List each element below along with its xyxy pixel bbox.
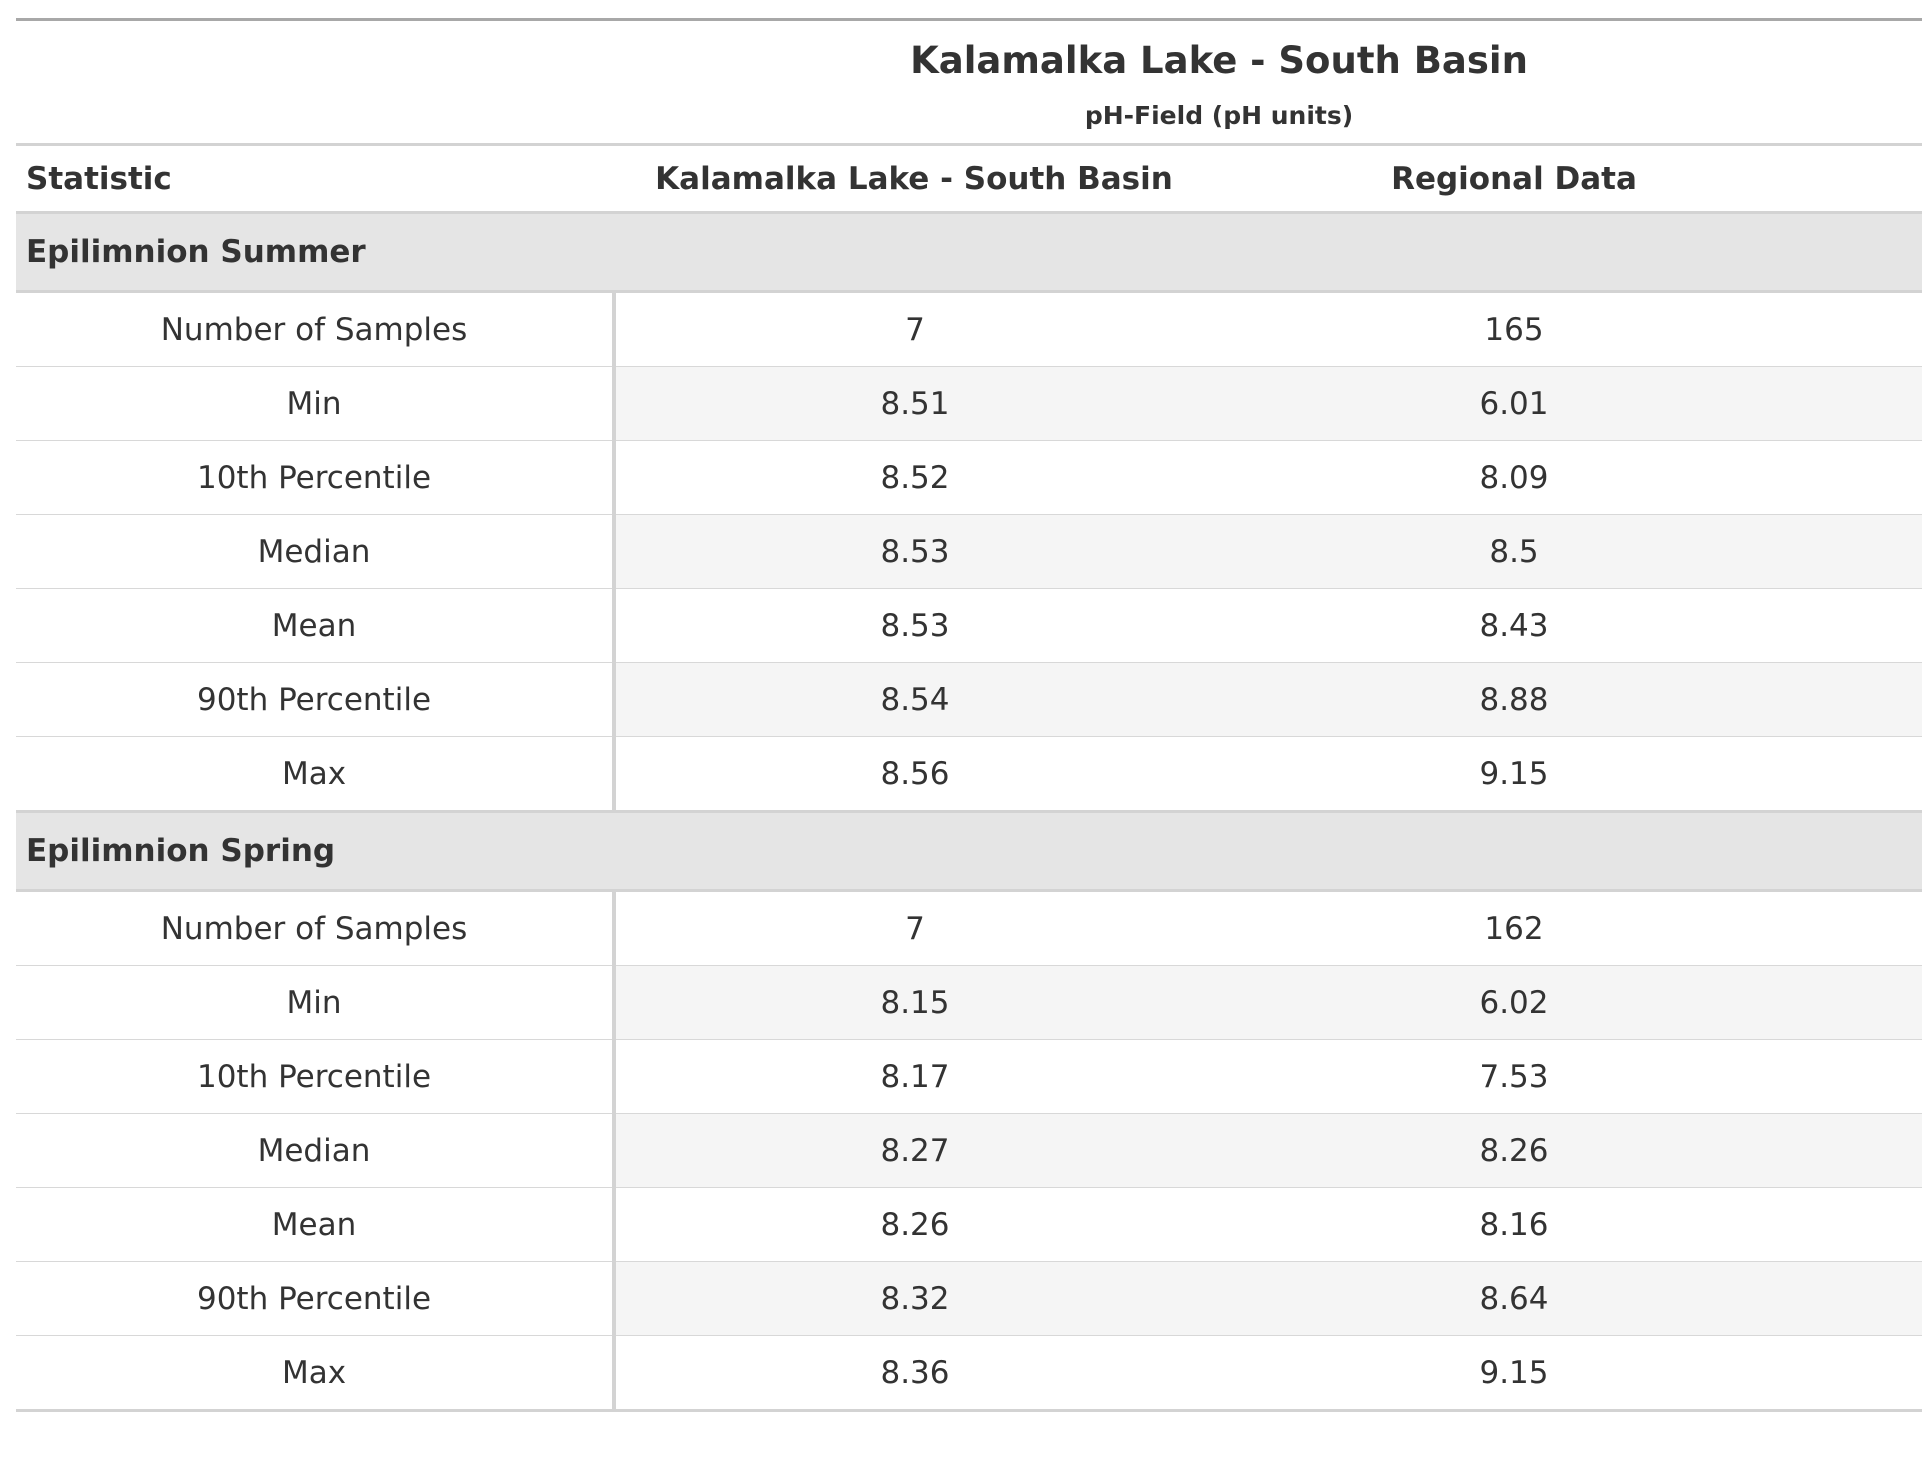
site-value-cell: 8.32 xyxy=(614,1261,1214,1336)
site-value-cell: 8.27 xyxy=(614,1113,1214,1188)
regional-value-cell: 162 xyxy=(1214,890,1814,966)
statistic-cell: Min xyxy=(16,366,616,441)
site-value-cell: 8.53 xyxy=(614,588,1214,663)
regional-value-cell: 8.09 xyxy=(1214,440,1814,515)
row-spacer xyxy=(1814,514,1922,589)
regional-value-cell: 6.02 xyxy=(1214,965,1814,1040)
group-label: Epilimnion Spring xyxy=(16,810,1922,892)
row-spacer xyxy=(1814,890,1922,966)
group-row: Epilimnion Spring xyxy=(16,810,1922,892)
row-spacer xyxy=(1814,1187,1922,1262)
regional-value-cell: 8.43 xyxy=(1214,588,1814,663)
table-row: Number of Samples 7 165 xyxy=(16,291,1922,367)
regional-value-cell: 8.88 xyxy=(1214,662,1814,737)
site-value-cell: 7 xyxy=(614,291,1214,367)
statistics-table: Kalamalka Lake - South Basin pH-Field (p… xyxy=(16,18,1922,1412)
table-title-row: Kalamalka Lake - South Basin pH-Field (p… xyxy=(16,18,1922,145)
site-value-cell: 8.53 xyxy=(614,514,1214,589)
row-spacer xyxy=(1814,291,1922,367)
row-spacer xyxy=(1814,1335,1922,1412)
column-header-site: Kalamalka Lake - South Basin xyxy=(614,143,1214,214)
table-row: Min 8.51 6.01 xyxy=(16,366,1922,441)
table-row: Max 8.56 9.15 xyxy=(16,736,1922,813)
regional-value-cell: 9.15 xyxy=(1214,1335,1814,1412)
table-row: Median 8.27 8.26 xyxy=(16,1113,1922,1188)
row-spacer xyxy=(1814,588,1922,663)
statistic-cell: Mean xyxy=(16,588,616,663)
site-value-cell: 8.26 xyxy=(614,1187,1214,1262)
column-header-row: Statistic Kalamalka Lake - South Basin R… xyxy=(16,143,1922,214)
regional-value-cell: 8.16 xyxy=(1214,1187,1814,1262)
row-spacer xyxy=(1814,440,1922,515)
column-header-spacer xyxy=(1814,143,1922,214)
statistic-cell: Median xyxy=(16,1113,616,1188)
table-row: Max 8.36 9.15 xyxy=(16,1335,1922,1412)
regional-value-cell: 9.15 xyxy=(1214,736,1814,813)
row-spacer xyxy=(1814,1113,1922,1188)
table-row: 90th Percentile 8.54 8.88 xyxy=(16,662,1922,737)
statistic-cell: 90th Percentile xyxy=(16,662,616,737)
site-value-cell: 8.52 xyxy=(614,440,1214,515)
table-row: Median 8.53 8.5 xyxy=(16,514,1922,589)
site-value-cell: 7 xyxy=(614,890,1214,966)
table-heading: Kalamalka Lake - South Basin pH-Field (p… xyxy=(16,18,1922,145)
table-row: Number of Samples 7 162 xyxy=(16,890,1922,966)
statistic-cell: Min xyxy=(16,965,616,1040)
site-value-cell: 8.36 xyxy=(614,1335,1214,1412)
table-row: 10th Percentile 8.17 7.53 xyxy=(16,1039,1922,1114)
statistic-cell: 10th Percentile xyxy=(16,1039,616,1114)
site-value-cell: 8.56 xyxy=(614,736,1214,813)
row-spacer xyxy=(1814,662,1922,737)
statistic-cell: 90th Percentile xyxy=(16,1261,616,1336)
column-header-statistic: Statistic xyxy=(16,143,614,214)
table-row: Mean 8.53 8.43 xyxy=(16,588,1922,663)
row-spacer xyxy=(1814,965,1922,1040)
site-value-cell: 8.54 xyxy=(614,662,1214,737)
table-row: Min 8.15 6.02 xyxy=(16,965,1922,1040)
statistic-cell: Max xyxy=(16,736,616,813)
regional-value-cell: 8.64 xyxy=(1214,1261,1814,1336)
statistic-cell: Number of Samples xyxy=(16,890,616,966)
row-spacer xyxy=(1814,366,1922,441)
site-value-cell: 8.17 xyxy=(614,1039,1214,1114)
statistic-cell: Max xyxy=(16,1335,616,1412)
table-row: Mean 8.26 8.16 xyxy=(16,1187,1922,1262)
table-title: Kalamalka Lake - South Basin xyxy=(910,39,1528,82)
group-label: Epilimnion Summer xyxy=(16,211,1922,293)
statistic-cell: Median xyxy=(16,514,616,589)
table-subtitle: pH-Field (pH units) xyxy=(1084,101,1354,130)
table-row: 10th Percentile 8.52 8.09 xyxy=(16,440,1922,515)
row-spacer xyxy=(1814,1261,1922,1336)
statistic-cell: Mean xyxy=(16,1187,616,1262)
regional-value-cell: 8.26 xyxy=(1214,1113,1814,1188)
site-value-cell: 8.15 xyxy=(614,965,1214,1040)
regional-value-cell: 8.5 xyxy=(1214,514,1814,589)
regional-value-cell: 165 xyxy=(1214,291,1814,367)
regional-value-cell: 7.53 xyxy=(1214,1039,1814,1114)
statistic-cell: 10th Percentile xyxy=(16,440,616,515)
row-spacer xyxy=(1814,736,1922,813)
group-row: Epilimnion Summer xyxy=(16,211,1922,293)
column-header-regional: Regional Data xyxy=(1214,143,1814,214)
row-spacer xyxy=(1814,1039,1922,1114)
table-row: 90th Percentile 8.32 8.64 xyxy=(16,1261,1922,1336)
regional-value-cell: 6.01 xyxy=(1214,366,1814,441)
statistic-cell: Number of Samples xyxy=(16,291,616,367)
table-body: Epilimnion Summer Number of Samples 7 165 Mi… xyxy=(16,211,1922,1412)
site-value-cell: 8.51 xyxy=(614,366,1214,441)
